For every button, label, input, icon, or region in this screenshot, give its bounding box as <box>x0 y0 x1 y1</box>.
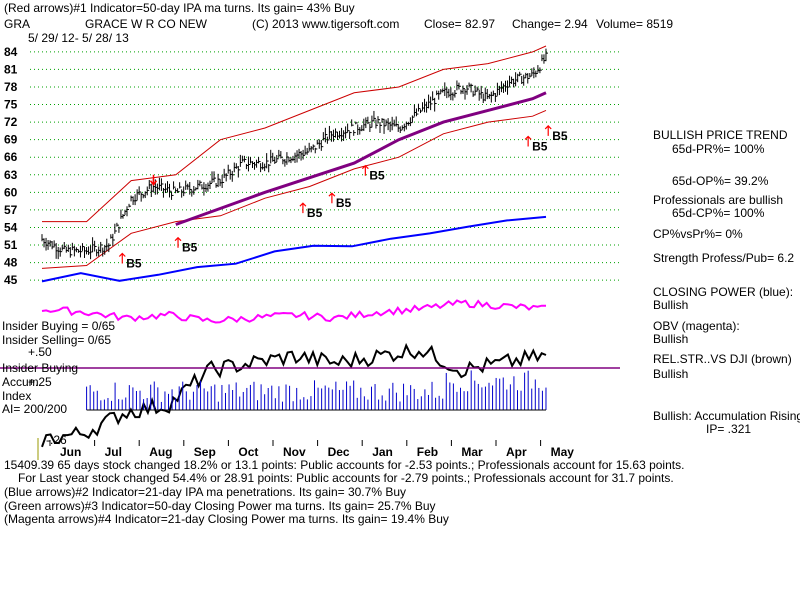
upper-band <box>42 45 547 223</box>
pr-value: 65d-PR%= 100% <box>672 142 765 156</box>
insider-buying-count: Insider Buying = 0/65 <box>2 319 115 333</box>
lower-band <box>41 109 547 269</box>
header-indicator-1: (Red arrows)#1 Indicator=50-day IPA ma t… <box>4 1 355 15</box>
b5-label: B5 <box>532 139 548 153</box>
copyright: (C) 2013 www.tigersoft.com <box>252 17 399 31</box>
y-tick-label: 54 <box>4 220 18 234</box>
closing-power-title: CLOSING POWER (blue): <box>653 285 793 299</box>
closing-power-line <box>41 215 547 283</box>
y-axis-ticks: 45 48 51 54 57 60 63 66 69 72 75 78 81 84 <box>4 45 18 287</box>
y-tick-label: 69 <box>4 133 18 147</box>
x-tick-label: Mar <box>461 445 483 459</box>
cp-value: 65d-CP%= 100% <box>672 206 765 220</box>
y-tick-label: 66 <box>4 150 18 164</box>
buy-arrow <box>544 125 552 136</box>
volume-value: Volume= 8519 <box>596 17 673 31</box>
buy-arrow <box>118 252 126 264</box>
obv-status: Bullish <box>653 332 688 346</box>
buy-arrow <box>328 192 336 204</box>
buy-arrow <box>299 202 307 214</box>
buy-arrow <box>361 164 369 176</box>
footer-indicator-2: (Blue arrows)#2 Indicator=21-day IPA ma … <box>4 485 406 499</box>
x-tick-label: Feb <box>417 445 438 459</box>
trend-title: BULLISH PRICE TREND <box>653 128 788 142</box>
footer-indicator-3: (Green arrows)#3 Indicator=50-day Closin… <box>4 499 436 513</box>
relstr-status: Bullish <box>653 367 688 381</box>
y-tick-label: 81 <box>4 62 18 76</box>
y-tick-label: 60 <box>4 185 18 199</box>
price-bars <box>41 48 548 260</box>
strength-profess-pub: Strength Profess/Pub= 6.2 <box>653 251 794 265</box>
x-tick-label: Aug <box>149 445 172 459</box>
relative-strength-line <box>41 342 547 448</box>
b5-label: B5 <box>552 129 568 143</box>
ip-value: IP= .321 <box>706 422 751 436</box>
closing-power-status: Bullish <box>653 298 688 312</box>
b5-label: B5 <box>307 206 323 220</box>
professionals-bullish: Professionals are bullish <box>653 193 783 207</box>
accumulation-histogram <box>86 370 547 411</box>
y-tick-label: 78 <box>4 80 18 94</box>
x-tick-label: May <box>551 445 575 459</box>
ai-value: AI= 200/200 <box>2 402 67 416</box>
x-tick-label: Jun <box>60 445 81 459</box>
y-tick-label: 48 <box>4 256 18 270</box>
obv-line <box>41 299 546 324</box>
x-tick-label: Jul <box>105 445 122 459</box>
y-tick-label: 84 <box>4 45 18 59</box>
relstr-title: REL.STR..VS DJI (brown) <box>653 352 792 366</box>
accum-label: Accum <box>2 375 39 389</box>
footer-indicator-4: (Magenta arrows)#4 Indicator=21-day Clos… <box>4 512 449 526</box>
b5-label: B5 <box>369 169 385 183</box>
x-tick-label: Nov <box>283 445 306 459</box>
label-plus50: +.50 <box>28 345 52 359</box>
b5-label: B5 <box>182 241 198 255</box>
change-value: Change= 2.94 <box>512 17 588 31</box>
y-tick-label: 75 <box>4 98 18 112</box>
buy-signals: B5 B5 B5 B5 B5 B5 B5 <box>118 125 568 271</box>
close-value: Close= 82.97 <box>424 17 495 31</box>
cp-vs-pr: CP%vsPr%= 0% <box>653 227 743 241</box>
sell-arrow <box>149 174 158 187</box>
label-plus25: +.25 <box>28 375 52 389</box>
buy-arrow <box>524 135 532 147</box>
buy-arrow <box>174 236 182 248</box>
company-name: GRACE W R CO NEW <box>85 17 208 31</box>
accum-status: Bullish: Accumulation Rising <box>653 409 800 423</box>
y-tick-label: 51 <box>4 238 18 252</box>
y-tick-label: 57 <box>4 203 18 217</box>
ticker-symbol: GRA <box>4 17 30 31</box>
x-tick-label: Jan <box>372 445 393 459</box>
x-tick-label: Apr <box>506 445 527 459</box>
op-value: 65d-OP%= 39.2% <box>672 174 769 188</box>
b5-label: B5 <box>126 257 142 271</box>
x-tick-label: Oct <box>238 445 258 459</box>
footer-last-year: For Last year stock changed 54.4% or 28.… <box>18 471 674 485</box>
x-axis-months: Jun Jul Aug Sep Oct Nov Dec Jan Feb Mar Apr May <box>49 440 575 459</box>
insider-buying-label: Insider Buying <box>2 361 78 375</box>
y-tick-label: 45 <box>4 273 18 287</box>
label-minus26: -.26 <box>46 433 67 447</box>
obv-title: OBV (magenta): <box>653 319 740 333</box>
price-bands <box>41 45 547 269</box>
indicator-lines <box>41 215 547 448</box>
footer-65-days: 15409.39 65 days stock changed 18.2% or … <box>4 458 684 472</box>
index-label: Index <box>2 389 31 403</box>
moving-average <box>175 91 547 226</box>
insider-selling-count: Insider Selling= 0/65 <box>2 333 111 347</box>
y-tick-label: 72 <box>4 115 18 129</box>
b5-label: B5 <box>336 196 352 210</box>
x-tick-label: Dec <box>328 445 350 459</box>
date-range: 5/ 29/ 12- 5/ 28/ 13 <box>28 31 129 45</box>
x-tick-label: Sep <box>194 445 216 459</box>
y-tick-label: 63 <box>4 168 18 182</box>
